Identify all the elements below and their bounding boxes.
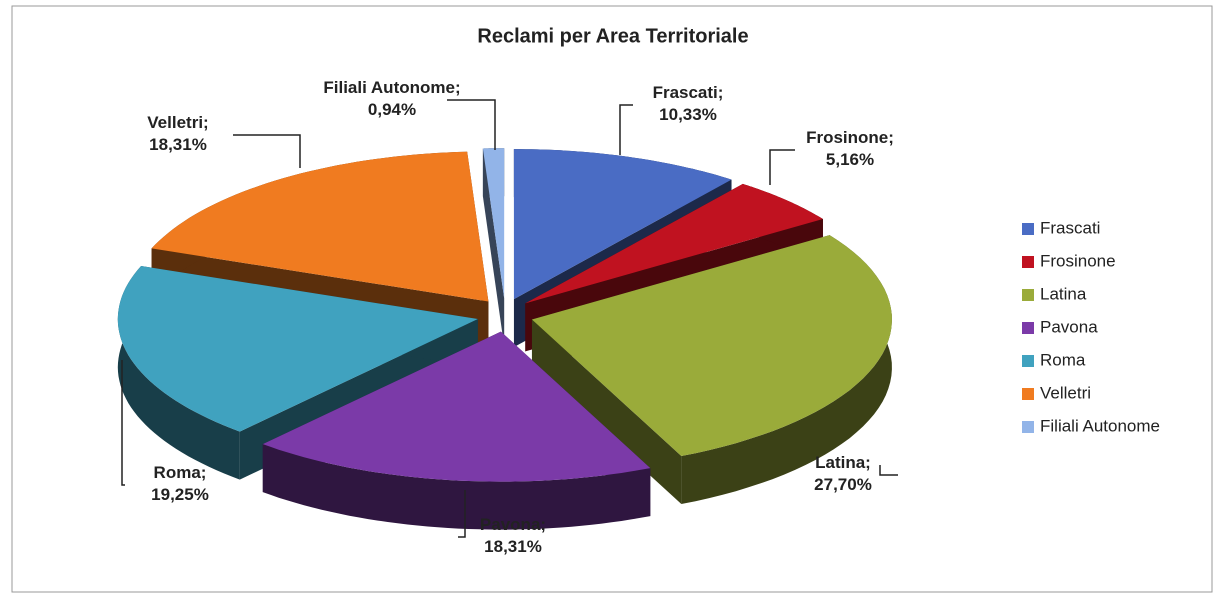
legend-label: Latina: [1040, 284, 1087, 303]
legend-swatch: [1022, 388, 1034, 400]
leader-line: [121, 360, 125, 486]
data-label: Velletri; 18,31%: [147, 113, 208, 154]
slice-wall: [482, 148, 505, 347]
slice-wall: [531, 319, 682, 505]
slice-top: [513, 149, 732, 300]
slice-side: [681, 235, 892, 504]
data-label: Frosinone; 5,16%: [806, 128, 894, 169]
data-label-line: Frascati;: [653, 83, 724, 102]
legend-label: Velletri: [1040, 383, 1091, 402]
legend-swatch: [1022, 322, 1034, 334]
data-label-line: Filiali Autonome;: [323, 78, 460, 97]
slice-side: [117, 266, 240, 480]
data-label: Filiali Autonome; 0,94%: [323, 78, 460, 119]
slice-top: [482, 148, 505, 299]
data-label-line: Latina;: [815, 453, 871, 472]
leader-line: [769, 149, 795, 185]
legend-label: Frascati: [1040, 218, 1100, 237]
data-label-line: Velletri;: [147, 113, 208, 132]
legend-swatch: [1022, 223, 1034, 235]
legend-label: Roma: [1040, 350, 1086, 369]
leader-line: [619, 104, 633, 155]
data-label-line: 5,16%: [826, 150, 874, 169]
leader-line: [233, 134, 301, 168]
data-label-line: 10,33%: [659, 105, 717, 124]
slice-top: [151, 151, 489, 302]
legend-swatch: [1022, 421, 1034, 433]
legend-swatch: [1022, 355, 1034, 367]
slice-top: [117, 266, 478, 432]
legend-label: Filiali Autonome: [1040, 416, 1160, 435]
leader-line: [879, 465, 898, 476]
chart-title: Reclami per Area Territoriale: [477, 25, 748, 47]
slice-top: [262, 331, 651, 482]
slice: [262, 331, 651, 530]
data-label-line: Roma;: [154, 463, 207, 482]
data-label-line: 18,31%: [149, 135, 207, 154]
data-label-line: 0,94%: [368, 100, 416, 119]
data-label-line: Frosinone;: [806, 128, 894, 147]
data-label: Latina; 27,70%: [814, 453, 872, 494]
legend-swatch: [1022, 256, 1034, 268]
data-label: Roma; 19,25%: [151, 463, 209, 504]
slice: [482, 148, 505, 347]
slice-top: [525, 183, 823, 304]
leader-line: [447, 99, 496, 150]
legend-label: Frosinone: [1040, 251, 1116, 270]
data-label: Pavona; 18,31%: [480, 515, 546, 556]
legend-label: Pavona: [1040, 317, 1098, 336]
data-label-line: 27,70%: [814, 475, 872, 494]
legend-swatch: [1022, 289, 1034, 301]
slice: [531, 235, 892, 505]
slice-top: [531, 235, 892, 456]
leader-line: [458, 490, 466, 538]
data-label-line: 19,25%: [151, 485, 209, 504]
data-label-line: 18,31%: [484, 537, 542, 556]
data-label-line: Pavona;: [480, 515, 546, 534]
slice-side: [262, 444, 651, 530]
data-label: Frascati; 10,33%: [653, 83, 724, 124]
